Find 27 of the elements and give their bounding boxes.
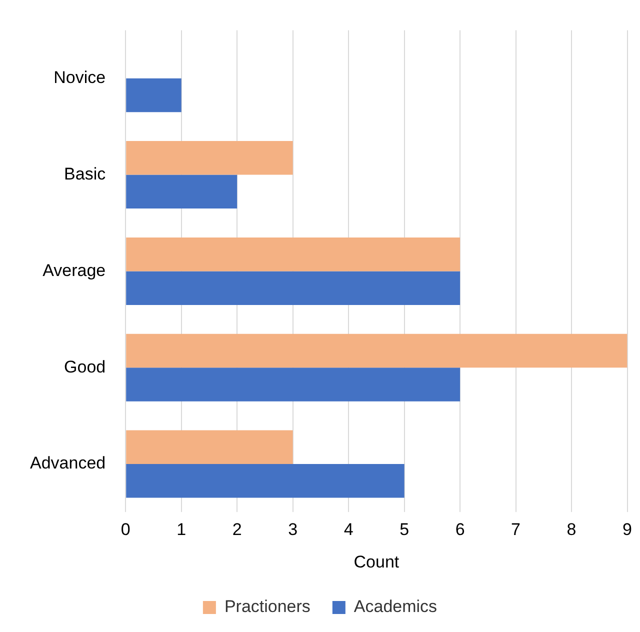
bar: [126, 430, 293, 464]
bar: [126, 78, 182, 112]
x-tick-label: 7: [511, 520, 521, 540]
bar: [126, 271, 460, 305]
x-tick-label: 4: [344, 520, 354, 540]
x-tick-label: 3: [288, 520, 298, 540]
x-tick-label: 2: [232, 520, 242, 540]
x-tick-label: 6: [455, 520, 465, 540]
y-tick-label: Good: [64, 357, 106, 376]
y-tick-label: Average: [42, 260, 106, 280]
x-tick-label: 5: [400, 520, 410, 540]
y-tick-label: Novice: [54, 68, 106, 88]
x-tick-label: 0: [120, 520, 130, 540]
bar: [126, 174, 238, 209]
bar: [126, 334, 628, 368]
x-axis-title: Count: [354, 552, 400, 572]
bar: [126, 464, 404, 498]
legend-label: Practioners: [224, 597, 310, 616]
legend-label: Academics: [354, 597, 438, 616]
bar: [126, 141, 293, 175]
y-tick-label: Basic: [64, 164, 106, 184]
x-tick-label: 1: [176, 520, 186, 540]
bar: [126, 237, 460, 272]
x-tick-label: 8: [566, 520, 576, 540]
y-tick-label: Advanced: [30, 454, 106, 473]
x-tick-label: 9: [622, 520, 632, 540]
bar: [126, 368, 460, 402]
